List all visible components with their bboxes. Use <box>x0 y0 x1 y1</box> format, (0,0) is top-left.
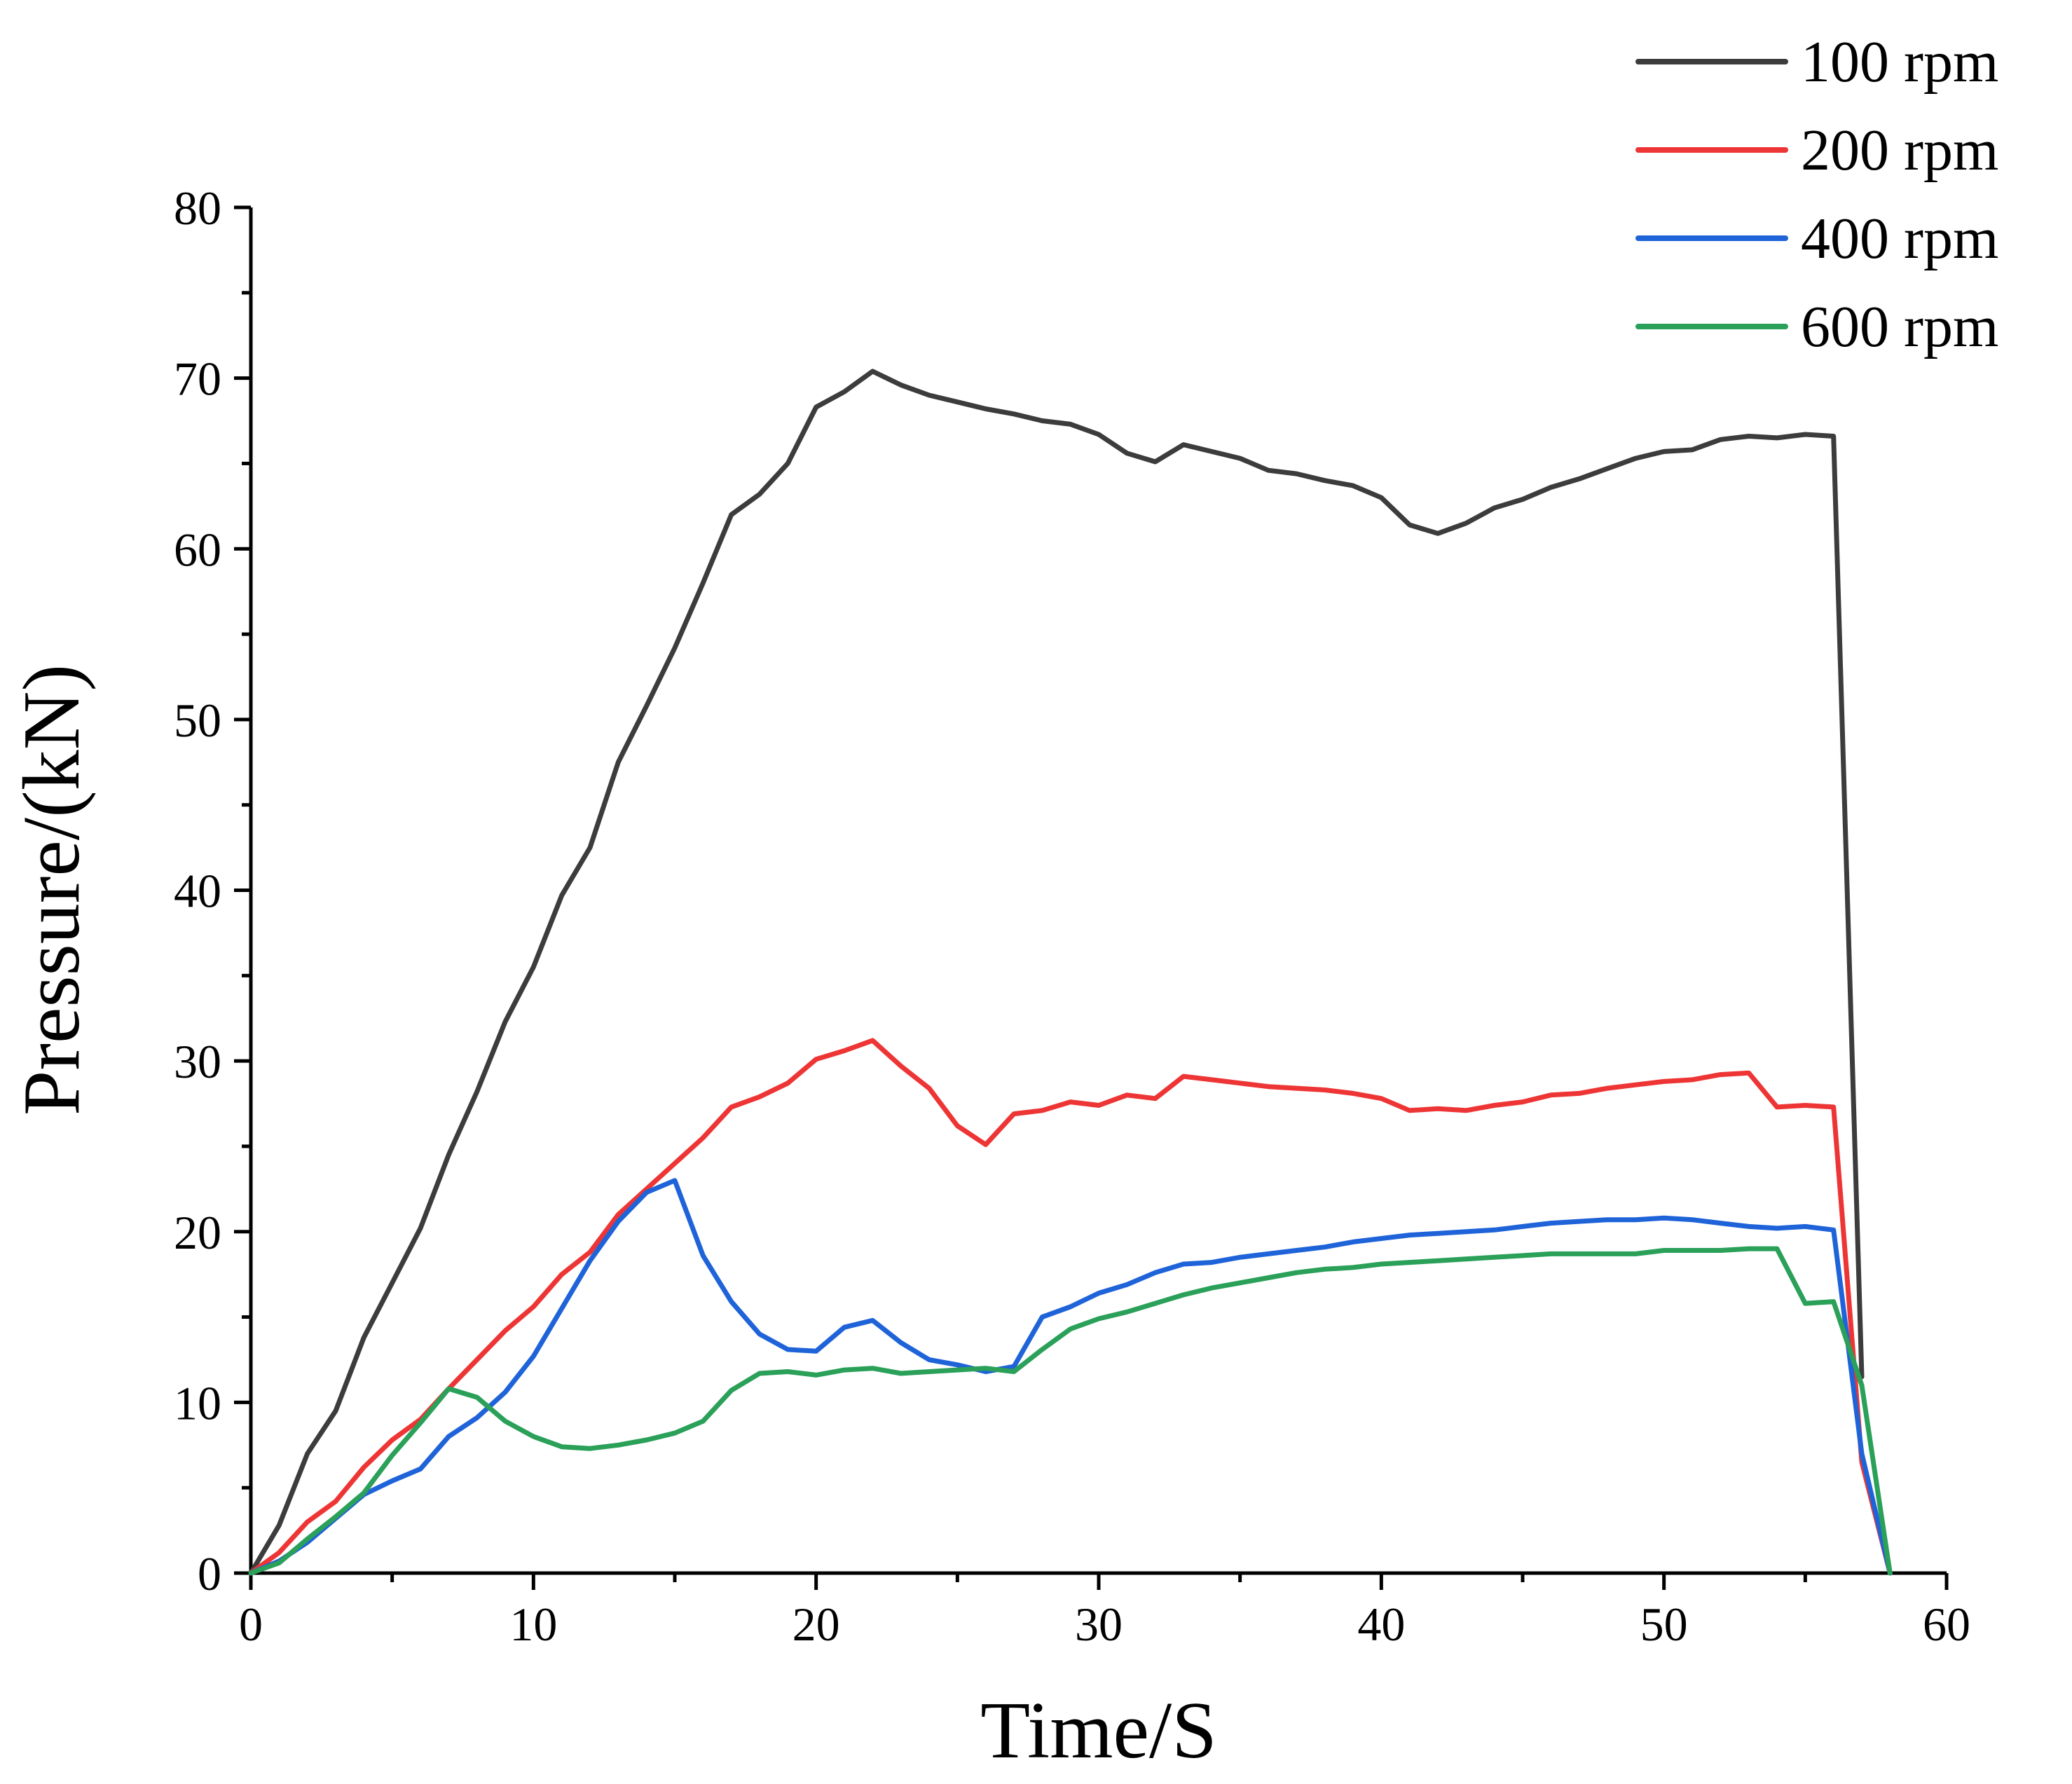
legend-label-400-rpm: 400 rpm <box>1801 206 1998 271</box>
x-tick-label: 60 <box>1923 1598 1970 1651</box>
x-ticks: 0 10 20 30 40 50 60 <box>239 1573 1970 1651</box>
x-tick-label: 20 <box>793 1598 840 1651</box>
y-ticks: 0 10 20 30 40 50 60 70 80 <box>174 181 251 1600</box>
x-axis-title: Time/S <box>980 1686 1216 1776</box>
legend: 100 rpm 200 rpm 400 rpm 600 rpm <box>1635 29 1998 359</box>
legend-label-200-rpm: 200 rpm <box>1801 118 1998 183</box>
y-tick-label: 60 <box>174 523 221 576</box>
y-tick-label: 80 <box>174 181 221 235</box>
y-tick-label: 70 <box>174 352 221 406</box>
y-axis-title: Pressure/(kN) <box>7 664 97 1116</box>
y-tick-label: 40 <box>174 865 221 918</box>
series-line-100-rpm <box>248 369 1865 1576</box>
y-tick-label: 10 <box>174 1376 221 1429</box>
x-tick-label: 40 <box>1357 1598 1405 1651</box>
x-tick-label: 10 <box>509 1598 557 1651</box>
series-line-400-rpm <box>248 1178 1893 1576</box>
y-tick-label: 0 <box>198 1547 221 1600</box>
x-tick-label: 30 <box>1075 1598 1123 1651</box>
y-tick-label: 20 <box>174 1206 221 1259</box>
y-tick-label: 50 <box>174 694 221 747</box>
series-line-200-rpm <box>248 1038 1893 1576</box>
legend-label-600-rpm: 600 rpm <box>1801 294 1998 359</box>
series-layer <box>248 369 1893 1576</box>
legend-label-100-rpm: 100 rpm <box>1801 29 1998 95</box>
x-tick-label: 0 <box>239 1598 263 1651</box>
x-tick-label: 50 <box>1640 1598 1688 1651</box>
series-line-600-rpm <box>248 1246 1893 1576</box>
y-tick-label: 30 <box>174 1035 221 1088</box>
